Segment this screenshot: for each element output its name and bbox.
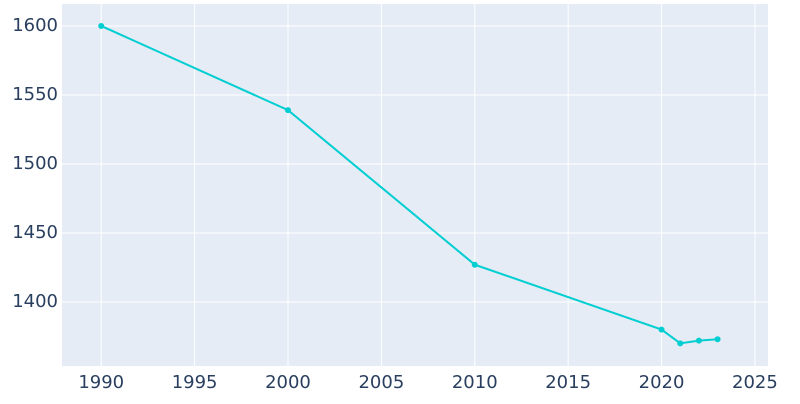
point bbox=[98, 22, 105, 29]
x-tick-label: 2010 bbox=[452, 372, 498, 393]
x-tick-label: 2000 bbox=[265, 372, 311, 393]
y-tick-label: 1450 bbox=[12, 222, 58, 243]
plot-area bbox=[62, 4, 768, 366]
x-tick-label: 2025 bbox=[732, 372, 778, 393]
point bbox=[677, 340, 684, 347]
point bbox=[471, 261, 478, 268]
y-tick-label: 1550 bbox=[12, 84, 58, 105]
x-tick-label: 1995 bbox=[172, 372, 218, 393]
point bbox=[714, 336, 721, 343]
y-tick-label: 1600 bbox=[12, 15, 58, 36]
x-tick-label: 2015 bbox=[545, 372, 591, 393]
x-tick-label: 1990 bbox=[78, 372, 124, 393]
y-tick-label: 1500 bbox=[12, 153, 58, 174]
x-tick-label: 2005 bbox=[358, 372, 404, 393]
point bbox=[658, 326, 665, 333]
x-tick-label: 2020 bbox=[639, 372, 685, 393]
point bbox=[284, 107, 291, 114]
y-tick-label: 1400 bbox=[12, 291, 58, 312]
point bbox=[695, 337, 702, 344]
